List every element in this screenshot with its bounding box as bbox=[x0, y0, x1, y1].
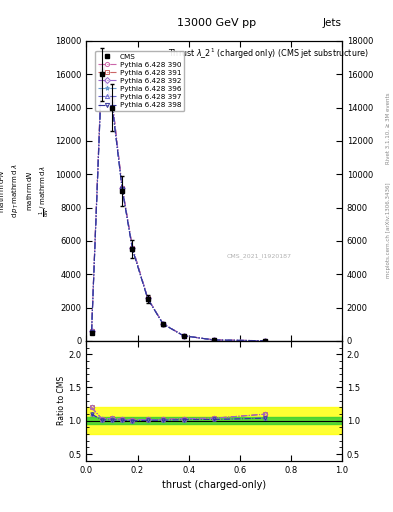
Y-axis label: $\mathrm{mathrm}\,\mathrm{d}^2N$
$\mathrm{d}\,p_T\,\mathrm{mathrm}\,\mathrm{d}\,: $\mathrm{mathrm}\,\mathrm{d}^2N$ $\mathr… bbox=[0, 164, 52, 218]
Text: Thrust $\lambda\_2^1$ (charged only) (CMS jet substructure): Thrust $\lambda\_2^1$ (charged only) (CM… bbox=[168, 47, 369, 61]
Text: mcplots.cern.ch [arXiv:1306.3436]: mcplots.cern.ch [arXiv:1306.3436] bbox=[386, 183, 391, 278]
Text: 13000 GeV pp: 13000 GeV pp bbox=[176, 18, 256, 28]
Text: Rivet 3.1.10, ≥ 3M events: Rivet 3.1.10, ≥ 3M events bbox=[386, 92, 391, 164]
X-axis label: thrust (charged-only): thrust (charged-only) bbox=[162, 480, 266, 490]
Text: CMS_2021_I1920187: CMS_2021_I1920187 bbox=[227, 253, 292, 259]
Text: Jets: Jets bbox=[323, 18, 342, 28]
Y-axis label: Ratio to CMS: Ratio to CMS bbox=[57, 376, 66, 425]
Legend: CMS, Pythia 6.428 390, Pythia 6.428 391, Pythia 6.428 392, Pythia 6.428 396, Pyt: CMS, Pythia 6.428 390, Pythia 6.428 391,… bbox=[95, 51, 184, 111]
